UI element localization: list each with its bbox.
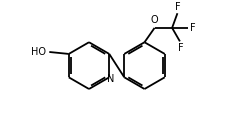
Text: F: F	[177, 43, 182, 53]
Text: F: F	[174, 2, 180, 12]
Text: N: N	[106, 74, 113, 84]
Text: HO: HO	[31, 47, 46, 57]
Text: F: F	[189, 23, 195, 33]
Text: O: O	[150, 15, 158, 25]
